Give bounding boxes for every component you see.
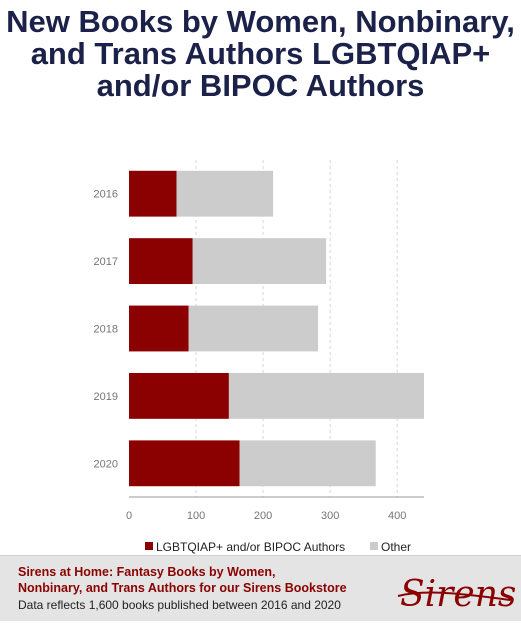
- bar-2020-series-0: [129, 440, 240, 487]
- sirens-logo: Sirens: [397, 574, 516, 615]
- y-tick-label-2019: 2019: [94, 391, 118, 403]
- y-tick-label-2017: 2017: [94, 256, 118, 268]
- footer-title-line2: Nonbinary, and Trans Authors for our Sir…: [18, 581, 347, 595]
- x-tick-label-0: 0: [126, 510, 132, 522]
- y-tick-label-2020: 2020: [94, 458, 118, 470]
- y-tick-label-2018: 2018: [94, 324, 118, 336]
- x-axis-ticks: 0 100 200 300 400: [126, 510, 406, 522]
- chart-title: New Books by Women, Nonbinary, and Trans…: [6, 4, 515, 103]
- legend-swatch-other: [370, 542, 378, 550]
- legend: LGBTQIAP+ and/or BIPOC Authors Other: [145, 540, 411, 554]
- x-tick-label-300: 300: [321, 510, 339, 522]
- footer-title-line1: Sirens at Home: Fantasy Books by Women,: [18, 565, 276, 579]
- bar-2016-series-1: [176, 170, 274, 217]
- footer-title: Sirens at Home: Fantasy Books by Women, …: [18, 564, 388, 596]
- x-tick-label-400: 400: [388, 510, 406, 522]
- bar-2020-series-1: [239, 440, 376, 487]
- sirens-logo-text: Sirens: [400, 574, 516, 615]
- x-tick-label-100: 100: [187, 510, 205, 522]
- bar-2019-series-1: [228, 372, 424, 419]
- bar-2017-series-0: [129, 238, 193, 285]
- footer: Sirens at Home: Fantasy Books by Women, …: [0, 555, 521, 621]
- bar-2018-series-1: [188, 305, 319, 352]
- x-tick-label-200: 200: [254, 510, 272, 522]
- stacked-bar-chart: 2016 2017 2018 2019 2020 0 100 200 300 400 LGBTQ…: [94, 160, 424, 554]
- bar-2016-series-0: [129, 170, 177, 217]
- legend-label-other: Other: [381, 540, 411, 554]
- y-tick-label-2016: 2016: [94, 189, 118, 201]
- bar-2018-series-0: [129, 305, 189, 352]
- y-axis-ticks: 2016 2017 2018 2019 2020: [94, 189, 118, 471]
- legend-label-lgbtqiap-bipoc: LGBTQIAP+ and/or BIPOC Authors: [156, 540, 345, 554]
- legend-swatch-lgbtqiap-bipoc: [145, 542, 153, 550]
- footer-note: Data reflects 1,600 books published betw…: [18, 598, 341, 612]
- bars: [129, 170, 424, 487]
- bar-2017-series-1: [192, 238, 327, 285]
- bar-2019-series-0: [129, 372, 229, 419]
